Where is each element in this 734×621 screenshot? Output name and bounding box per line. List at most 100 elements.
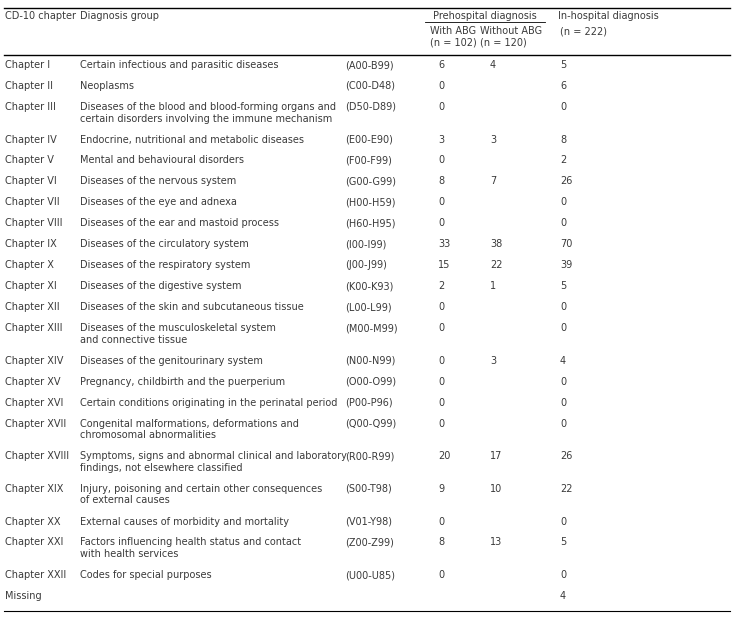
Text: (Z00-Z99): (Z00-Z99) xyxy=(345,537,394,548)
Text: 7: 7 xyxy=(490,176,496,186)
Text: 0: 0 xyxy=(438,397,444,408)
Text: Factors influencing health status and contact
with health services: Factors influencing health status and co… xyxy=(80,537,301,559)
Text: Chapter XX: Chapter XX xyxy=(5,517,60,527)
Text: (U00-U85): (U00-U85) xyxy=(345,570,395,580)
Text: Chapter VIII: Chapter VIII xyxy=(5,219,62,229)
Text: Diseases of the ear and mastoid process: Diseases of the ear and mastoid process xyxy=(80,219,279,229)
Text: Chapter XVIII: Chapter XVIII xyxy=(5,451,69,461)
Text: 0: 0 xyxy=(438,377,444,387)
Text: 6: 6 xyxy=(560,81,566,91)
Text: Diseases of the blood and blood-forming organs and
certain disorders involving t: Diseases of the blood and blood-forming … xyxy=(80,102,336,124)
Text: Chapter VII: Chapter VII xyxy=(5,197,59,207)
Text: 4: 4 xyxy=(560,356,566,366)
Text: 2: 2 xyxy=(438,281,444,291)
Text: 0: 0 xyxy=(560,397,566,408)
Text: 33: 33 xyxy=(438,239,450,250)
Text: Chapter XXI: Chapter XXI xyxy=(5,537,63,548)
Text: (O00-O99): (O00-O99) xyxy=(345,377,396,387)
Text: 0: 0 xyxy=(438,570,444,580)
Text: (H60-H95): (H60-H95) xyxy=(345,219,396,229)
Text: 20: 20 xyxy=(438,451,451,461)
Text: 0: 0 xyxy=(560,102,566,112)
Text: 0: 0 xyxy=(560,323,566,333)
Text: (H00-H59): (H00-H59) xyxy=(345,197,396,207)
Text: 26: 26 xyxy=(560,176,573,186)
Text: 8: 8 xyxy=(438,176,444,186)
Text: Chapter X: Chapter X xyxy=(5,260,54,270)
Text: (I00-I99): (I00-I99) xyxy=(345,239,386,250)
Text: 0: 0 xyxy=(438,302,444,312)
Text: Diseases of the digestive system: Diseases of the digestive system xyxy=(80,281,241,291)
Text: 5: 5 xyxy=(560,281,566,291)
Text: 0: 0 xyxy=(438,102,444,112)
Text: 0: 0 xyxy=(560,219,566,229)
Text: Chapter XIII: Chapter XIII xyxy=(5,323,62,333)
Text: 4: 4 xyxy=(490,60,496,70)
Text: 5: 5 xyxy=(560,60,566,70)
Text: 38: 38 xyxy=(490,239,502,250)
Text: 0: 0 xyxy=(438,323,444,333)
Text: 0: 0 xyxy=(438,197,444,207)
Text: Pregnancy, childbirth and the puerperium: Pregnancy, childbirth and the puerperium xyxy=(80,377,285,387)
Text: Diseases of the skin and subcutaneous tissue: Diseases of the skin and subcutaneous ti… xyxy=(80,302,304,312)
Text: 0: 0 xyxy=(438,517,444,527)
Text: (n = 222): (n = 222) xyxy=(560,26,607,36)
Text: (M00-M99): (M00-M99) xyxy=(345,323,398,333)
Text: External causes of morbidity and mortality: External causes of morbidity and mortali… xyxy=(80,517,289,527)
Text: 0: 0 xyxy=(438,356,444,366)
Text: 0: 0 xyxy=(438,419,444,428)
Text: 6: 6 xyxy=(438,60,444,70)
Text: Chapter II: Chapter II xyxy=(5,81,53,91)
Text: Chapter V: Chapter V xyxy=(5,155,54,165)
Text: (K00-K93): (K00-K93) xyxy=(345,281,393,291)
Text: Chapter XIV: Chapter XIV xyxy=(5,356,63,366)
Text: (C00-D48): (C00-D48) xyxy=(345,81,395,91)
Text: 0: 0 xyxy=(560,197,566,207)
Text: 1: 1 xyxy=(490,281,496,291)
Text: Chapter XVI: Chapter XVI xyxy=(5,397,63,408)
Text: 70: 70 xyxy=(560,239,573,250)
Text: With ABG
(n = 102): With ABG (n = 102) xyxy=(430,26,477,48)
Text: Chapter XVII: Chapter XVII xyxy=(5,419,66,428)
Text: Chapter XII: Chapter XII xyxy=(5,302,59,312)
Text: (J00-J99): (J00-J99) xyxy=(345,260,387,270)
Text: (L00-L99): (L00-L99) xyxy=(345,302,392,312)
Text: Diseases of the genitourinary system: Diseases of the genitourinary system xyxy=(80,356,263,366)
Text: 8: 8 xyxy=(438,537,444,548)
Text: 15: 15 xyxy=(438,260,451,270)
Text: 4: 4 xyxy=(560,591,566,601)
Text: 0: 0 xyxy=(560,302,566,312)
Text: Mental and behavioural disorders: Mental and behavioural disorders xyxy=(80,155,244,165)
Text: Prehospital diagnosis: Prehospital diagnosis xyxy=(433,11,537,21)
Text: Chapter I: Chapter I xyxy=(5,60,50,70)
Text: 22: 22 xyxy=(560,484,573,494)
Text: Chapter XV: Chapter XV xyxy=(5,377,60,387)
Text: 3: 3 xyxy=(438,135,444,145)
Text: 3: 3 xyxy=(490,135,496,145)
Text: (P00-P96): (P00-P96) xyxy=(345,397,393,408)
Text: Neoplasms: Neoplasms xyxy=(80,81,134,91)
Text: 0: 0 xyxy=(438,155,444,165)
Text: 10: 10 xyxy=(490,484,502,494)
Text: Codes for special purposes: Codes for special purposes xyxy=(80,570,211,580)
Text: 0: 0 xyxy=(560,419,566,428)
Text: 0: 0 xyxy=(438,81,444,91)
Text: Congenital malformations, deformations and
chromosomal abnormalities: Congenital malformations, deformations a… xyxy=(80,419,299,440)
Text: Chapter XI: Chapter XI xyxy=(5,281,57,291)
Text: 0: 0 xyxy=(560,570,566,580)
Text: (Q00-Q99): (Q00-Q99) xyxy=(345,419,396,428)
Text: (G00-G99): (G00-G99) xyxy=(345,176,396,186)
Text: (E00-E90): (E00-E90) xyxy=(345,135,393,145)
Text: Chapter III: Chapter III xyxy=(5,102,56,112)
Text: Diseases of the eye and adnexa: Diseases of the eye and adnexa xyxy=(80,197,237,207)
Text: 0: 0 xyxy=(560,517,566,527)
Text: Diseases of the nervous system: Diseases of the nervous system xyxy=(80,176,236,186)
Text: 2: 2 xyxy=(560,155,566,165)
Text: 26: 26 xyxy=(560,451,573,461)
Text: Chapter IV: Chapter IV xyxy=(5,135,57,145)
Text: 17: 17 xyxy=(490,451,502,461)
Text: 0: 0 xyxy=(438,219,444,229)
Text: Chapter VI: Chapter VI xyxy=(5,176,57,186)
Text: 5: 5 xyxy=(560,537,566,548)
Text: Chapter IX: Chapter IX xyxy=(5,239,57,250)
